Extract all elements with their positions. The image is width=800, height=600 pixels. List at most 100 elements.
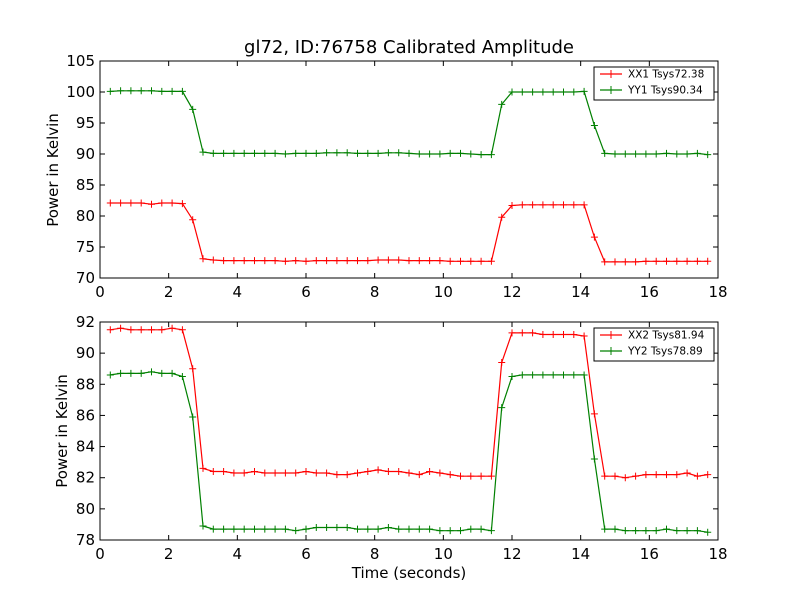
top-x-tick-label: 8 bbox=[370, 283, 380, 301]
bottom-series-1-point bbox=[292, 527, 300, 535]
bottom-x-tick-label: 14 bbox=[571, 545, 590, 563]
bottom-series-1-point bbox=[148, 368, 155, 376]
top-series-0-point bbox=[158, 199, 166, 207]
top-series-1-point bbox=[220, 149, 228, 157]
bottom-series-0-point bbox=[106, 326, 114, 334]
bottom-series-1-point bbox=[508, 373, 516, 380]
top-series-0-point bbox=[199, 255, 207, 263]
bottom-series-0-point bbox=[632, 472, 640, 480]
top-series-1-point bbox=[364, 149, 372, 157]
top-series-0-point bbox=[384, 256, 392, 264]
top-series-0-point bbox=[323, 257, 331, 265]
bottom-series-0-point bbox=[343, 471, 351, 479]
top-series-1-point bbox=[240, 149, 248, 157]
top-series-1-point bbox=[693, 149, 701, 157]
bottom-series-1-point bbox=[199, 522, 207, 530]
top-series-0-point bbox=[312, 257, 320, 265]
bottom-series-0-point bbox=[158, 326, 166, 334]
chart-title: gl72, ID:76758 Calibrated Amplitude bbox=[244, 37, 574, 58]
top-x-tick-label: 16 bbox=[640, 283, 659, 301]
bottom-series-1-point bbox=[663, 525, 670, 533]
bottom-series-0-point bbox=[220, 467, 228, 475]
top-series-0-point bbox=[580, 201, 588, 209]
bottom-series-1-point bbox=[220, 525, 228, 533]
bottom-series-0-point bbox=[611, 472, 619, 480]
bottom-series-0-point bbox=[683, 469, 691, 477]
top-series-0-point bbox=[354, 257, 361, 265]
bottom-series-1-point bbox=[487, 527, 495, 535]
bottom-x-tick-label: 16 bbox=[640, 545, 659, 563]
bottom-series-1-point bbox=[312, 524, 320, 532]
top-x-tick-label: 12 bbox=[502, 283, 521, 301]
bottom-series-1-point bbox=[446, 527, 454, 535]
top-series-0-point bbox=[621, 258, 629, 266]
top-y-tick-label: 105 bbox=[66, 52, 95, 70]
top-x-tick-label: 6 bbox=[301, 283, 311, 301]
top-series-0-point bbox=[415, 257, 423, 265]
bottom-series-0-point bbox=[652, 471, 660, 479]
bottom-series-1-point bbox=[539, 371, 547, 379]
top-series-0-point bbox=[549, 201, 557, 209]
bottom-series-0-point bbox=[323, 469, 331, 477]
bottom-series-1-point bbox=[652, 527, 660, 535]
bottom-series-1-point bbox=[117, 369, 125, 377]
bottom-series-1-point bbox=[374, 525, 382, 533]
bottom-series-1-point bbox=[642, 527, 650, 535]
bottom-legend: XX2 Tsys81.94 YY2 Tsys78.89 bbox=[593, 327, 715, 362]
top-series-1-point bbox=[395, 149, 403, 157]
bottom-x-tick-label: 18 bbox=[708, 545, 727, 563]
top-series-1-point bbox=[632, 150, 640, 158]
top-series-1-point bbox=[580, 87, 588, 95]
top-x-tick-label: 0 bbox=[95, 283, 105, 301]
top-series-1-point bbox=[539, 88, 547, 96]
bottom-series-1-point bbox=[529, 371, 537, 379]
top-series-1-point bbox=[333, 149, 341, 157]
top-series-1-point bbox=[302, 149, 310, 157]
top-series-1-point bbox=[457, 149, 464, 157]
bottom-series-1-point bbox=[590, 455, 598, 463]
bottom-series-1-point bbox=[281, 525, 289, 533]
top-series-0-point bbox=[333, 257, 341, 265]
top-series-0-point bbox=[518, 201, 526, 209]
top-series-0-point bbox=[178, 200, 186, 208]
top-y-tick-label: 95 bbox=[76, 114, 95, 132]
bottom-series-1-point bbox=[354, 525, 361, 533]
top-series-1-point bbox=[405, 149, 413, 157]
bottom-y-tick-label: 80 bbox=[76, 500, 95, 518]
top-series-0-point bbox=[590, 233, 598, 241]
bottom-series-0-point bbox=[271, 469, 279, 477]
bottom-series-0-point bbox=[426, 467, 434, 475]
top-series-0-point bbox=[704, 257, 712, 265]
bottom-series-1-point bbox=[251, 525, 258, 533]
bottom-series-0-point bbox=[436, 469, 444, 477]
top-plot-data bbox=[106, 87, 712, 266]
top-series-1-point bbox=[127, 87, 135, 95]
top-series-1-point bbox=[209, 149, 217, 157]
bottom-series-0-point bbox=[529, 329, 537, 337]
bottom-series-0-point bbox=[209, 467, 217, 475]
bottom-series-1-point bbox=[673, 527, 681, 535]
top-series-1-point bbox=[189, 105, 197, 113]
top-legend-box bbox=[593, 66, 715, 101]
bottom-series-0-point bbox=[199, 464, 207, 472]
bottom-series-1-point bbox=[621, 527, 629, 535]
bottom-series-0-point bbox=[498, 358, 506, 366]
top-series-1-point bbox=[281, 150, 289, 158]
bottom-series-0-point bbox=[518, 329, 526, 337]
bottom-series-0-point bbox=[642, 471, 650, 479]
top-series-0-point bbox=[209, 256, 217, 264]
bottom-series-1-point bbox=[601, 525, 609, 533]
bottom-plot: 0 2 4 6 8 10 12 14 16 18 78 80 82 84 86 88 90 92 Power in… bbox=[53, 313, 728, 582]
bottom-series-0-point bbox=[405, 469, 413, 477]
top-series-0-point bbox=[560, 201, 567, 209]
top-series-0-point bbox=[364, 257, 372, 265]
bottom-series-0-point bbox=[384, 467, 392, 475]
bottom-series-0-point bbox=[178, 326, 186, 334]
bottom-series-0-point bbox=[477, 472, 485, 480]
top-series-0-point bbox=[446, 257, 454, 265]
top-series-1-point bbox=[477, 151, 485, 159]
top-plot: gl72, ID:76758 Calibrated Amplitude 0 2 4 6… bbox=[44, 37, 728, 301]
bottom-series-0-point bbox=[415, 471, 423, 479]
top-series-0-point bbox=[642, 257, 650, 265]
top-series-1-point bbox=[158, 87, 166, 95]
